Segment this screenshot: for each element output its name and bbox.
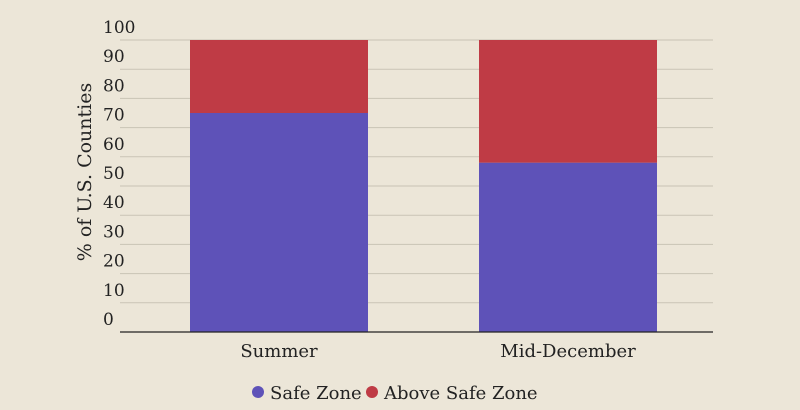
bar-above-safe-zone-1 xyxy=(479,40,657,163)
y-tick-label: 30 xyxy=(103,222,125,242)
y-tick-label: 10 xyxy=(103,281,125,301)
y-tick-label: 70 xyxy=(103,106,125,126)
y-tick-label: 20 xyxy=(103,252,125,272)
y-tick-label: 90 xyxy=(103,47,125,67)
legend-swatch xyxy=(366,386,378,398)
legend-swatch xyxy=(252,386,264,398)
y-tick-label: 0 xyxy=(103,310,114,330)
y-tick-label: 80 xyxy=(103,76,125,96)
y-tick-label: 40 xyxy=(103,193,125,213)
legend-label: Above Safe Zone xyxy=(383,383,538,404)
x-category-label: Summer xyxy=(240,341,318,362)
x-axis-categories: Summer Mid-December xyxy=(240,341,636,362)
x-category-label: Mid-December xyxy=(500,341,636,362)
y-axis-ticks: 0 10 20 30 40 50 60 70 80 90 100 xyxy=(103,18,135,330)
y-tick-label: 50 xyxy=(103,164,125,184)
y-axis-label: % of U.S. Counties xyxy=(74,83,96,262)
legend-label: Safe Zone xyxy=(270,383,362,404)
bar-safe-zone-1 xyxy=(479,162,657,332)
bar-above-safe-zone-0 xyxy=(190,40,368,113)
bar-safe-zone-0 xyxy=(190,113,368,332)
bars xyxy=(190,40,657,332)
y-tick-label: 100 xyxy=(103,18,135,38)
legend: Safe Zone Above Safe Zone xyxy=(252,383,538,404)
y-tick-label: 60 xyxy=(103,135,125,155)
